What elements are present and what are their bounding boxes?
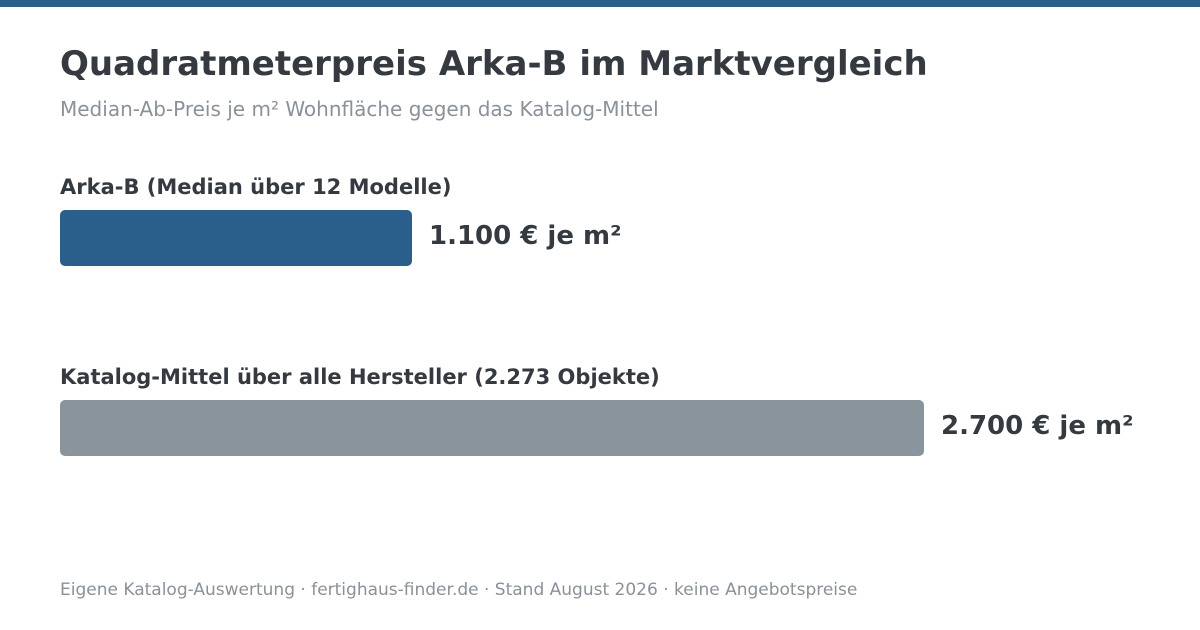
- footer-source-note: Eigene Katalog-Auswertung · fertighaus-f…: [60, 580, 858, 600]
- bar: [60, 400, 924, 456]
- chart-subtitle: Median-Ab-Preis je m² Wohnfläche gegen d…: [60, 97, 659, 121]
- top-accent-bar: [0, 0, 1200, 7]
- bar-category-label: Katalog-Mittel über alle Hersteller (2.2…: [60, 365, 660, 389]
- bar-value-label: 1.100 € je m²: [429, 221, 622, 251]
- bar-value-label: 2.700 € je m²: [941, 411, 1134, 441]
- bar: [60, 210, 412, 266]
- chart-title: Quadratmeterpreis Arka-B im Marktverglei…: [60, 44, 928, 84]
- bar-category-label: Arka-B (Median über 12 Modelle): [60, 175, 452, 199]
